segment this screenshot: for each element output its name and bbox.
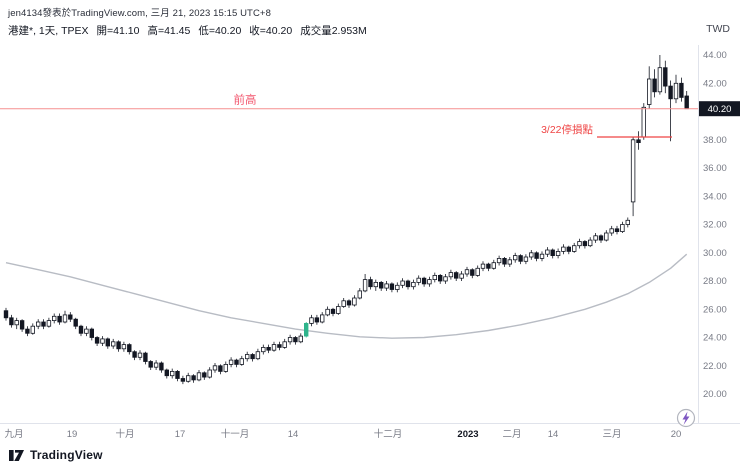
svg-text:26.00: 26.00: [703, 305, 727, 316]
time-axis-labels: 九月 19 十月 17 十一月 14 十二月 2023 二月 14 三月 20: [4, 428, 681, 440]
legend-symbol: 港建*, 1天, TPEX: [8, 25, 89, 37]
svg-text:十一月: 十一月: [221, 428, 250, 440]
svg-text:44.00: 44.00: [703, 50, 727, 61]
legend-open: 開=41.10: [96, 25, 140, 37]
price-chart: 前高3/22停損點44.0042.0040.0038.0036.0034.003…: [0, 45, 740, 440]
lightning-icon[interactable]: [676, 408, 696, 428]
moving-average-line: [5, 253, 688, 339]
legend-low: 低=40.20: [198, 25, 242, 37]
svg-text:22.00: 22.00: [703, 361, 727, 372]
svg-text:42.00: 42.00: [703, 79, 727, 90]
currency-label: TWD: [706, 23, 730, 35]
header: jen4134發表於TradingView.com, 三月 21, 2023 1…: [0, 0, 740, 45]
svg-text:20: 20: [671, 429, 682, 440]
svg-text:二月: 二月: [502, 429, 521, 440]
svg-text:28.00: 28.00: [703, 276, 727, 287]
attribution-text: jen4134發表於TradingView.com, 三月 21, 2023 1…: [8, 8, 271, 19]
svg-text:40.20: 40.20: [708, 104, 732, 115]
svg-text:20.00: 20.00: [703, 389, 727, 400]
symbol-legend: 港建*, 1天, TPEX 開=41.10 高=41.45 低=40.20 收=…: [8, 23, 367, 38]
brand-name[interactable]: TradingView: [30, 448, 103, 462]
legend-high: 高=41.45: [147, 25, 191, 37]
svg-text:30.00: 30.00: [703, 248, 727, 259]
svg-text:17: 17: [175, 429, 186, 440]
svg-text:34.00: 34.00: [703, 192, 727, 203]
stop-loss-label: 3/22停損點: [541, 123, 593, 136]
svg-text:14: 14: [288, 429, 299, 440]
svg-text:九月: 九月: [4, 428, 23, 440]
legend-close: 收=40.20: [249, 25, 293, 37]
svg-text:32.00: 32.00: [703, 220, 727, 231]
svg-text:十二月: 十二月: [374, 428, 403, 440]
svg-text:24.00: 24.00: [703, 333, 727, 344]
legend-volume: 成交量2.953M: [300, 25, 367, 37]
svg-text:14: 14: [548, 429, 559, 440]
prior-high-label: 前高: [234, 93, 257, 107]
last-price-badge: 40.20: [699, 101, 740, 117]
tradingview-logo[interactable]: [8, 448, 25, 463]
svg-text:19: 19: [67, 429, 78, 440]
svg-text:38.00: 38.00: [703, 135, 727, 146]
footer: TradingView: [0, 445, 740, 465]
svg-text:36.00: 36.00: [703, 163, 727, 174]
candles: [3, 55, 689, 385]
svg-text:2023: 2023: [457, 429, 478, 440]
svg-text:三月: 三月: [602, 429, 621, 440]
svg-text:十月: 十月: [115, 428, 134, 440]
